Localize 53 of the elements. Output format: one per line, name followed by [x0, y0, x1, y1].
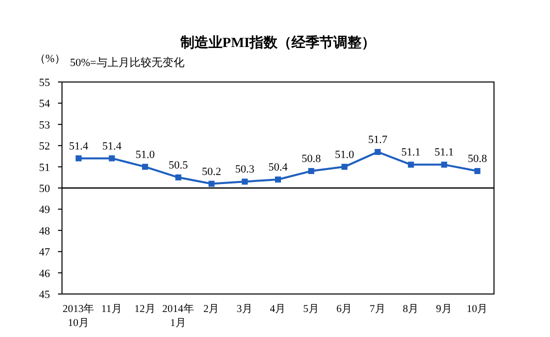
data-label: 51.1 [434, 146, 454, 159]
data-label: 50.4 [268, 162, 288, 174]
y-tick-label: 55 [39, 77, 50, 89]
y-tick-label: 52 [39, 140, 50, 153]
point [341, 164, 348, 170]
text: 50%=与上月比较无变化 [70, 56, 184, 69]
data-label: 51.4 [102, 140, 122, 152]
x-tick-label: 12月 [134, 303, 156, 315]
x-tick-label: 9月 [436, 303, 452, 315]
data-label: 50.8 [302, 153, 322, 166]
y-tick-label: 46 [39, 268, 50, 280]
point [242, 178, 248, 185]
x-tick-label: 2014年 1月 [162, 303, 194, 329]
y-tick-label: 47 [39, 246, 50, 259]
y-tick-label: 53 [39, 119, 50, 132]
x-tick-label: 2月 [203, 303, 220, 315]
y-tick-label: 48 [39, 225, 50, 238]
point [208, 180, 215, 187]
data-label: 51.4 [68, 140, 89, 152]
data-label: 50.2 [202, 166, 222, 178]
point [108, 155, 115, 162]
x-tick-label: 8月 [402, 303, 420, 315]
point [76, 155, 82, 162]
x-tick-label: 10月 [466, 303, 488, 315]
x-tick-label: 4月 [270, 303, 286, 315]
x-tick-label: 2013年 10月 [62, 303, 95, 329]
x-tick-label: 3月 [236, 303, 253, 315]
title: 制造业PMI指数（经季节调整） [180, 36, 376, 51]
y-tick-label: 51 [39, 162, 50, 174]
y-axis-title: （%） [34, 53, 66, 65]
x-tick-label: 6月 [336, 303, 353, 315]
y-tick-label: 54 [39, 98, 50, 110]
y-tick-label: 45 [39, 289, 50, 301]
x-tick-label: 7月 [370, 303, 386, 315]
data-label: 50.5 [168, 159, 188, 172]
data-label: 51.0 [135, 148, 156, 161]
data-label: 51.1 [401, 146, 421, 159]
data-label: 50.8 [468, 153, 488, 166]
point [275, 176, 281, 183]
y-tick-label: 49 [39, 204, 50, 216]
data-label: 50.3 [235, 164, 255, 176]
point [408, 162, 414, 168]
point [308, 168, 314, 174]
point [474, 168, 480, 174]
point [374, 148, 381, 155]
point [441, 162, 448, 168]
data-label: 51.0 [334, 148, 355, 161]
point [175, 174, 182, 180]
point [142, 164, 148, 170]
x-tick-label: 5月 [303, 303, 320, 315]
y-tick-label: 50 [39, 183, 50, 195]
data-label: 51.7 [368, 134, 388, 146]
x-tick-label: 11月 [101, 303, 122, 315]
